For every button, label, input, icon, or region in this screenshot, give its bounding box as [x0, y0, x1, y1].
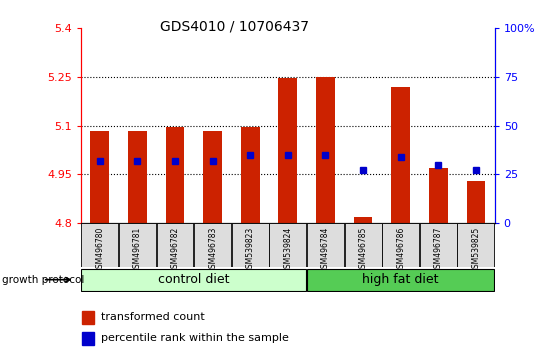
Bar [119, 223, 156, 267]
Text: GSM539825: GSM539825 [471, 227, 480, 273]
Text: GSM496781: GSM496781 [133, 227, 142, 273]
Bar [382, 223, 419, 267]
Text: high fat diet: high fat diet [362, 273, 439, 286]
Bar [345, 223, 382, 267]
Text: GSM496780: GSM496780 [96, 227, 105, 273]
Bar [354, 217, 372, 223]
Bar [420, 223, 457, 267]
Bar [316, 77, 335, 223]
Text: GSM496787: GSM496787 [434, 227, 443, 273]
Bar [128, 131, 147, 223]
Bar [391, 87, 410, 223]
Bar [165, 127, 184, 223]
Text: growth protocol: growth protocol [2, 275, 84, 285]
Text: GSM496784: GSM496784 [321, 227, 330, 273]
Bar [429, 168, 448, 223]
Bar [307, 223, 344, 267]
Bar [82, 223, 119, 267]
Text: GSM496786: GSM496786 [396, 227, 405, 273]
Bar [194, 223, 231, 267]
Bar [157, 223, 193, 267]
Bar [457, 223, 494, 267]
Bar [278, 78, 297, 223]
Bar [83, 332, 94, 345]
Bar [241, 127, 260, 223]
Bar [203, 131, 222, 223]
Bar [467, 182, 485, 223]
Text: GSM496785: GSM496785 [358, 227, 368, 273]
Text: GSM539824: GSM539824 [283, 227, 292, 273]
Text: percentile rank within the sample: percentile rank within the sample [101, 333, 289, 343]
Text: control diet: control diet [158, 273, 230, 286]
Bar [269, 223, 306, 267]
Text: GSM496783: GSM496783 [208, 227, 217, 273]
Text: GSM539823: GSM539823 [246, 227, 255, 273]
Bar [232, 223, 269, 267]
Text: GDS4010 / 10706437: GDS4010 / 10706437 [160, 19, 309, 34]
Text: transformed count: transformed count [101, 312, 205, 322]
Bar [82, 268, 306, 291]
Bar [91, 131, 109, 223]
Text: GSM496782: GSM496782 [170, 227, 179, 273]
Bar [307, 268, 494, 291]
Bar [83, 311, 94, 324]
